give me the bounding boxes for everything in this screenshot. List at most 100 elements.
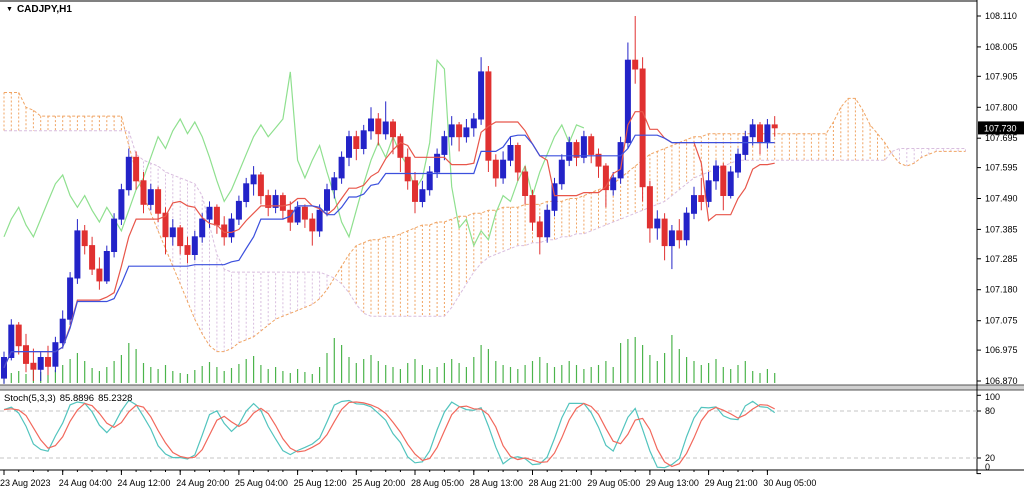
price-axis-label: 107.180 xyxy=(985,285,1018,295)
price-axis-label: 107.490 xyxy=(985,194,1018,204)
symbol-title[interactable]: ▼ CADJPY,H1 xyxy=(6,4,72,15)
candle xyxy=(1,357,7,379)
time-axis-label: 23 Aug 2023 xyxy=(0,478,51,488)
candle xyxy=(133,156,140,182)
candle xyxy=(757,124,763,144)
candle xyxy=(74,230,81,279)
candle xyxy=(720,165,727,197)
senkou-b-line xyxy=(4,130,966,317)
time-axis-label: 29 Aug 21:00 xyxy=(705,478,758,488)
candle xyxy=(558,159,565,185)
candle xyxy=(727,171,734,196)
candle xyxy=(301,206,308,220)
candle xyxy=(206,206,213,220)
stoch-axis-label: 20 xyxy=(985,453,995,463)
candle xyxy=(257,174,264,197)
candle xyxy=(602,165,609,191)
candle xyxy=(419,189,426,202)
candle xyxy=(199,218,206,238)
candle xyxy=(96,268,103,282)
candle xyxy=(529,195,536,223)
candle xyxy=(705,180,712,202)
stoch-main-value: 85.8896 xyxy=(59,393,95,404)
candle xyxy=(595,153,602,167)
current-price-text: 107.730 xyxy=(984,123,1017,133)
price-axis-label: 107.595 xyxy=(985,163,1018,173)
candle xyxy=(45,357,51,367)
candle xyxy=(37,357,44,370)
time-axis-label: 28 Aug 21:00 xyxy=(529,478,582,488)
time-axis-label: 29 Aug 13:00 xyxy=(646,478,699,488)
candle xyxy=(691,195,697,214)
candle xyxy=(412,180,418,202)
price-axis-label: 107.285 xyxy=(985,254,1018,264)
candle xyxy=(397,136,404,158)
chikou-line xyxy=(3,58,585,248)
candle xyxy=(111,218,118,253)
symbol-title-label: CADJPY,H1 xyxy=(16,4,72,15)
candle xyxy=(279,195,286,211)
time-axis-label: 28 Aug 13:00 xyxy=(470,478,523,488)
candle xyxy=(661,218,668,247)
candle xyxy=(632,59,639,70)
candle xyxy=(749,124,756,138)
candle xyxy=(448,124,455,138)
candle xyxy=(698,195,705,203)
candle xyxy=(668,230,675,247)
candle xyxy=(573,142,580,158)
candle xyxy=(81,230,88,247)
time-axis-label: 24 Aug 12:00 xyxy=(117,478,170,488)
candle xyxy=(764,124,771,144)
price-axis-label: 107.800 xyxy=(985,102,1018,112)
candle xyxy=(654,218,661,229)
time-axis-label: 24 Aug 20:00 xyxy=(176,478,229,488)
candle xyxy=(338,156,345,179)
stoch-axis-label: 0 xyxy=(985,462,990,472)
chevron-down-icon: ▼ xyxy=(6,6,13,13)
time-axis-label: 29 Aug 05:00 xyxy=(587,478,640,488)
time-axis-label: 25 Aug 04:00 xyxy=(235,478,288,488)
candle xyxy=(228,218,235,238)
candle xyxy=(140,180,147,205)
price-axis-label: 108.005 xyxy=(985,42,1018,52)
candle xyxy=(441,136,448,155)
candle xyxy=(125,156,132,191)
candle xyxy=(735,153,741,173)
candle xyxy=(309,218,316,232)
candle xyxy=(59,318,66,344)
senkou-a-line xyxy=(4,92,966,353)
candle xyxy=(580,136,587,158)
kijun-sen-line xyxy=(3,134,775,369)
price-axis-label: 106.975 xyxy=(985,345,1018,355)
stoch-axis-label: 100 xyxy=(985,392,1000,402)
candle xyxy=(235,200,242,220)
candle xyxy=(316,209,323,232)
candle xyxy=(382,121,389,135)
candle xyxy=(624,59,631,144)
candle xyxy=(23,345,29,364)
candle xyxy=(456,124,463,138)
price-axis-label: 107.695 xyxy=(985,133,1018,143)
candle xyxy=(162,212,169,238)
candle xyxy=(15,324,22,347)
candle xyxy=(213,206,220,226)
candle xyxy=(551,183,558,211)
candle xyxy=(478,71,485,120)
price-axis-label: 107.905 xyxy=(985,71,1018,81)
candle xyxy=(742,136,749,155)
candle xyxy=(250,174,257,185)
candle xyxy=(639,68,646,188)
candle xyxy=(221,224,228,238)
candle xyxy=(89,245,96,270)
time-axis-label: 28 Aug 05:00 xyxy=(411,478,464,488)
candle xyxy=(404,156,411,182)
candle xyxy=(103,251,110,282)
panel-separator xyxy=(0,385,1024,390)
candle xyxy=(610,177,617,191)
candle xyxy=(771,124,778,129)
candle xyxy=(500,159,507,179)
candle xyxy=(155,189,162,214)
candle xyxy=(294,206,301,223)
